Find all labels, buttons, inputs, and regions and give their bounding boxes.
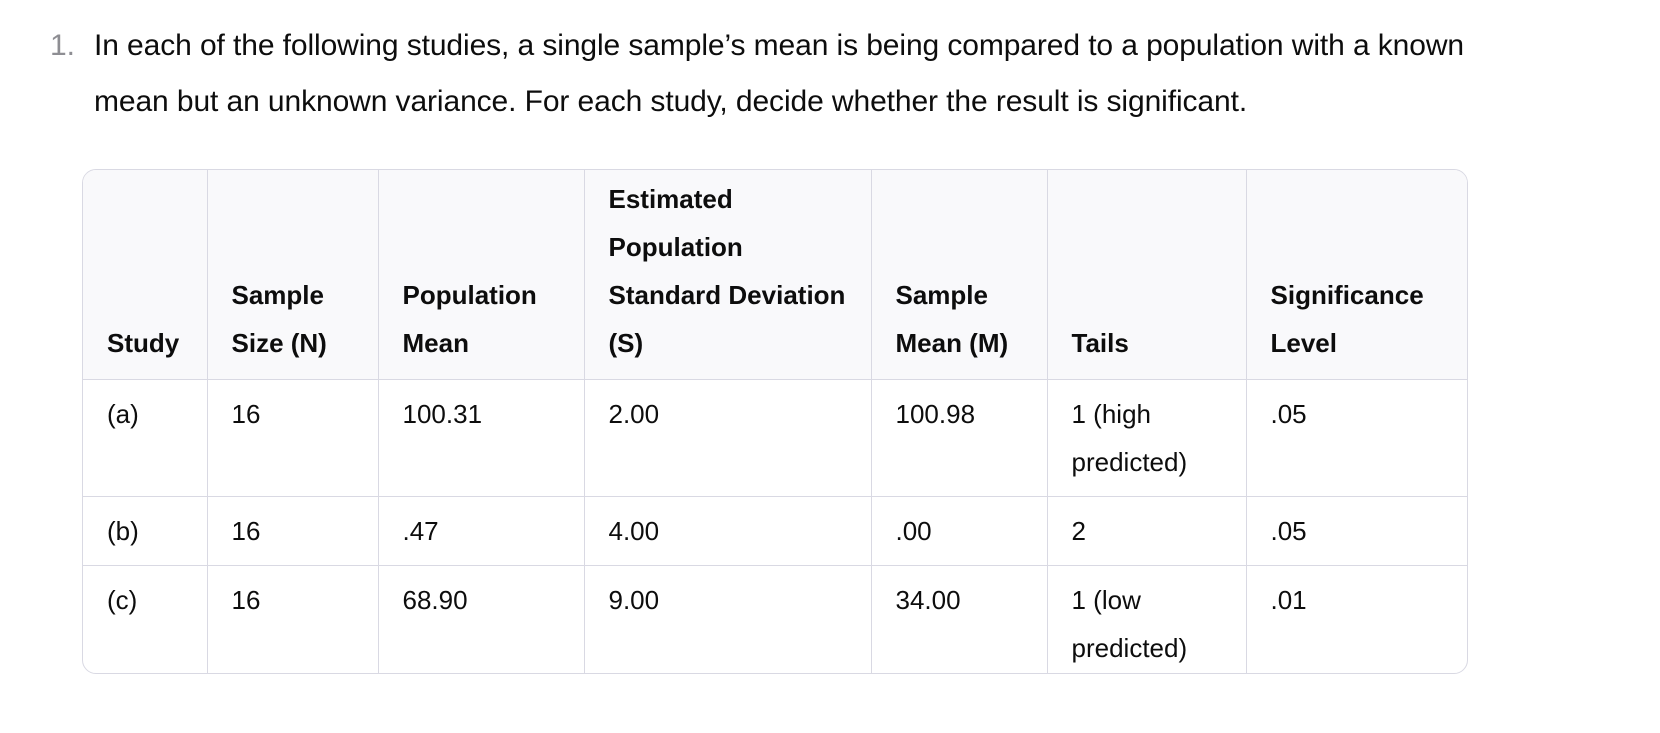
studies-table: Study Sample Size (N) Population Mean Es… bbox=[83, 170, 1467, 673]
cell-significance-level: .01 bbox=[1270, 584, 1307, 615]
question: 1. In each of the following studies, a s… bbox=[50, 18, 1470, 130]
table-header-row: Study Sample Size (N) Population Mean Es… bbox=[83, 170, 1467, 380]
cell-study: (a) bbox=[83, 379, 208, 497]
cell-sample-size: 16 bbox=[207, 379, 379, 497]
cell-sample-mean: .00 bbox=[871, 496, 1048, 566]
cell-estimated-sd: 4.00 bbox=[584, 496, 872, 566]
header-sample-size: Sample Size (N) bbox=[207, 170, 379, 380]
question-text: In each of the following studies, a sing… bbox=[94, 29, 1464, 118]
cell-population-mean: 68.90 bbox=[378, 565, 585, 673]
cell-sample-mean: 100.98 bbox=[871, 379, 1048, 497]
cell-tails: 1 (low predicted) bbox=[1047, 565, 1247, 673]
cell-study: (b) bbox=[83, 496, 208, 566]
studies-table-container: Study Sample Size (N) Population Mean Es… bbox=[82, 169, 1468, 674]
cell-sample-size: 16 bbox=[207, 496, 379, 566]
header-population-mean: Population Mean bbox=[378, 170, 585, 380]
cell-population-mean: .47 bbox=[378, 496, 585, 566]
table-row: (b) 16 .47 4.00 .00 2 .05 bbox=[83, 496, 1467, 566]
cell-estimated-sd: 2.00 bbox=[584, 379, 872, 497]
question-number: 1. bbox=[50, 29, 76, 62]
header-study: Study bbox=[83, 170, 208, 380]
table-row: (a) 16 100.31 2.00 100.98 1 (high predic… bbox=[83, 379, 1467, 497]
header-tails: Tails bbox=[1047, 170, 1247, 380]
cell-population-mean: 100.31 bbox=[378, 379, 585, 497]
header-significance-level: Significance Level bbox=[1246, 170, 1467, 380]
header-estimated-sd: Estimated Population Standard Deviation … bbox=[584, 170, 872, 380]
header-sample-mean: Sample Mean (M) bbox=[871, 170, 1048, 380]
cell-sample-mean: 34.00 bbox=[871, 565, 1048, 673]
cell-tails: 2 bbox=[1047, 496, 1247, 566]
table-row: (c) 16 68.90 9.00 34.00 1 (low predicted… bbox=[83, 565, 1467, 673]
cell-tails: 1 (high predicted) bbox=[1047, 379, 1247, 497]
cell-sample-size: 16 bbox=[207, 565, 379, 673]
cell-study: (c) bbox=[83, 565, 208, 673]
cell-significance-level: .05 bbox=[1246, 496, 1467, 566]
cell-significance-level: .05 bbox=[1246, 379, 1467, 497]
cell-estimated-sd: 9.00 bbox=[584, 565, 872, 673]
